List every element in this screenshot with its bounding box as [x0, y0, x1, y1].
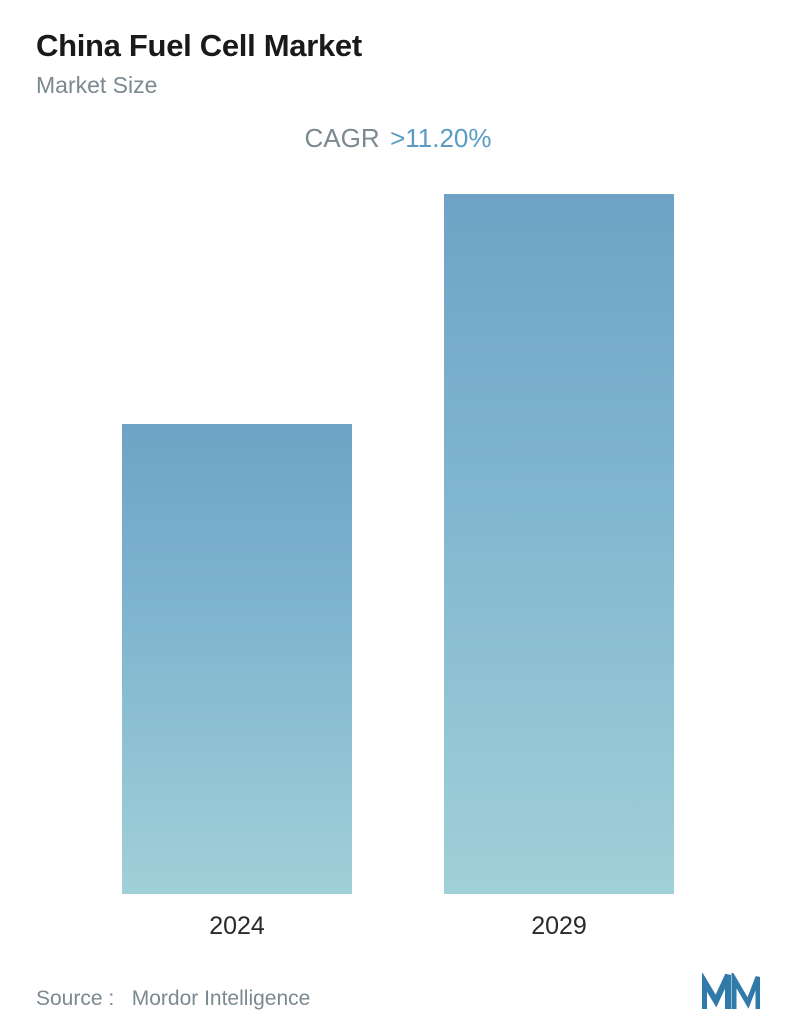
- source-text: Source : Mordor Intelligence: [36, 987, 310, 1011]
- chart-footer: Source : Mordor Intelligence: [36, 941, 760, 1011]
- bar-wrap-1: [444, 194, 674, 894]
- x-label-0: 2024: [122, 912, 352, 941]
- x-label-1: 2029: [444, 912, 674, 941]
- cagr-row: CAGR >11.20%: [36, 123, 760, 154]
- chart-title: China Fuel Cell Market: [36, 28, 760, 64]
- x-axis-labels: 2024 2029: [36, 894, 760, 941]
- cagr-gt-symbol: >: [390, 123, 405, 153]
- source-label: Source :: [36, 987, 114, 1010]
- source-value: Mordor Intelligence: [132, 987, 311, 1010]
- cagr-value: 11.20%: [405, 123, 491, 153]
- chart-plot-area: [36, 194, 760, 894]
- mordor-logo-icon: [702, 973, 760, 1011]
- bar-wrap-0: [122, 424, 352, 894]
- bar-2024: [122, 424, 352, 894]
- cagr-label: CAGR: [304, 123, 379, 153]
- chart-container: China Fuel Cell Market Market Size CAGR …: [0, 0, 796, 1034]
- bar-2029: [444, 194, 674, 894]
- chart-subtitle: Market Size: [36, 72, 760, 99]
